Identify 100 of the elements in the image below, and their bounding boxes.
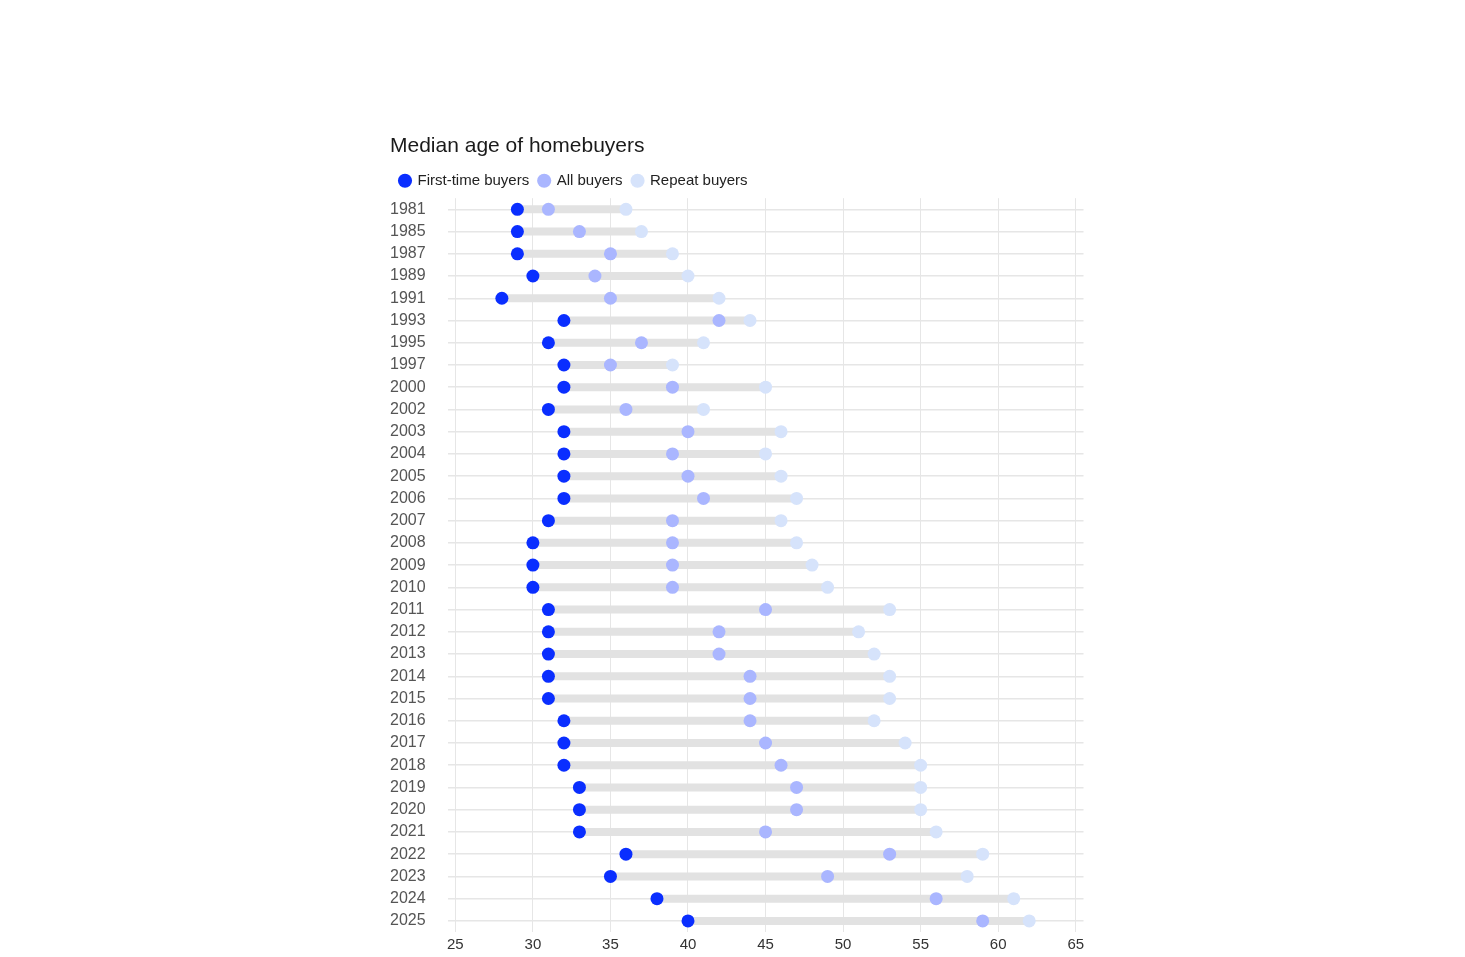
y-tick-label: 2019 xyxy=(390,777,426,795)
point xyxy=(759,825,773,839)
y-tick-label: 2009 xyxy=(390,555,426,573)
point xyxy=(759,736,773,750)
point xyxy=(914,758,928,772)
point xyxy=(665,580,679,594)
point xyxy=(867,647,881,661)
y-tick-label: 1987 xyxy=(390,244,426,262)
point xyxy=(883,669,897,683)
y-tick-label: 2022 xyxy=(390,844,426,862)
point xyxy=(541,647,555,661)
point xyxy=(603,247,617,261)
point xyxy=(774,514,788,528)
point xyxy=(681,469,695,483)
point xyxy=(681,914,695,928)
point xyxy=(743,714,757,728)
point xyxy=(541,625,555,639)
point xyxy=(665,514,679,528)
point xyxy=(557,380,571,394)
y-tick-label: 2011 xyxy=(390,599,425,617)
point xyxy=(743,314,757,327)
x-tick-label: 65 xyxy=(1067,935,1085,953)
point xyxy=(883,603,897,617)
point xyxy=(619,402,633,416)
y-tick-label: 2000 xyxy=(390,377,426,395)
x-tick-label: 50 xyxy=(834,935,852,953)
point xyxy=(697,336,711,350)
y-tick-label: 1993 xyxy=(390,310,426,328)
legend-label: All buyers xyxy=(556,170,623,188)
x-tick-label: 40 xyxy=(679,935,697,953)
point xyxy=(541,202,555,216)
point xyxy=(526,580,540,594)
point xyxy=(712,625,726,639)
point xyxy=(557,491,571,505)
point xyxy=(976,914,990,928)
point xyxy=(541,603,555,617)
point xyxy=(495,291,509,305)
point xyxy=(603,358,617,372)
point xyxy=(681,269,695,283)
point xyxy=(510,247,524,261)
point xyxy=(759,603,773,617)
point xyxy=(774,425,788,439)
point xyxy=(790,780,804,794)
point xyxy=(712,291,726,305)
y-tick-label: 1991 xyxy=(390,288,426,306)
legend-label: Repeat buyers xyxy=(650,170,748,188)
point xyxy=(743,692,757,706)
y-tick-label: 2016 xyxy=(390,711,426,729)
x-tick-label: 55 xyxy=(912,935,929,953)
point xyxy=(712,647,726,661)
point xyxy=(510,225,524,239)
point xyxy=(665,247,679,261)
point xyxy=(665,536,679,550)
point xyxy=(588,269,602,283)
point xyxy=(526,536,540,550)
point xyxy=(541,402,555,416)
point xyxy=(1007,892,1021,906)
point xyxy=(665,358,679,372)
point xyxy=(697,402,711,416)
point xyxy=(557,714,571,728)
point xyxy=(541,669,555,683)
point xyxy=(619,847,633,861)
y-tick-label: 2018 xyxy=(390,755,426,773)
point xyxy=(572,780,586,794)
y-tick-label: 1997 xyxy=(390,355,426,373)
point xyxy=(929,825,943,839)
point xyxy=(541,692,555,706)
point xyxy=(665,447,679,461)
y-tick-label: 2006 xyxy=(390,488,426,506)
point xyxy=(572,825,586,839)
point xyxy=(1022,914,1036,928)
point xyxy=(557,469,571,483)
y-tick-label: 2015 xyxy=(390,688,426,706)
y-tick-label: 2008 xyxy=(390,533,426,551)
y-tick-label: 2010 xyxy=(390,577,426,595)
point xyxy=(557,758,571,772)
point xyxy=(821,580,835,594)
point xyxy=(557,425,571,439)
point xyxy=(665,380,679,394)
point xyxy=(914,803,928,817)
point xyxy=(526,269,540,283)
y-tick-label: 2025 xyxy=(390,911,426,929)
point xyxy=(634,225,648,239)
point xyxy=(526,558,540,572)
x-tick-label: 35 xyxy=(602,935,619,953)
x-tick-label: 30 xyxy=(524,935,542,953)
point xyxy=(541,336,555,350)
point xyxy=(572,225,586,239)
y-tick-label: 1981 xyxy=(390,199,426,217)
y-tick-label: 2012 xyxy=(390,622,426,640)
y-tick-label: 2020 xyxy=(390,800,426,818)
point xyxy=(681,425,695,439)
y-tick-label: 2002 xyxy=(390,399,426,417)
point xyxy=(929,892,943,906)
point xyxy=(572,803,586,817)
chart-title: Median age of homebuyers xyxy=(390,133,645,157)
point xyxy=(759,447,773,461)
point xyxy=(790,536,804,550)
x-tick-label: 45 xyxy=(757,935,774,953)
point xyxy=(743,669,757,683)
